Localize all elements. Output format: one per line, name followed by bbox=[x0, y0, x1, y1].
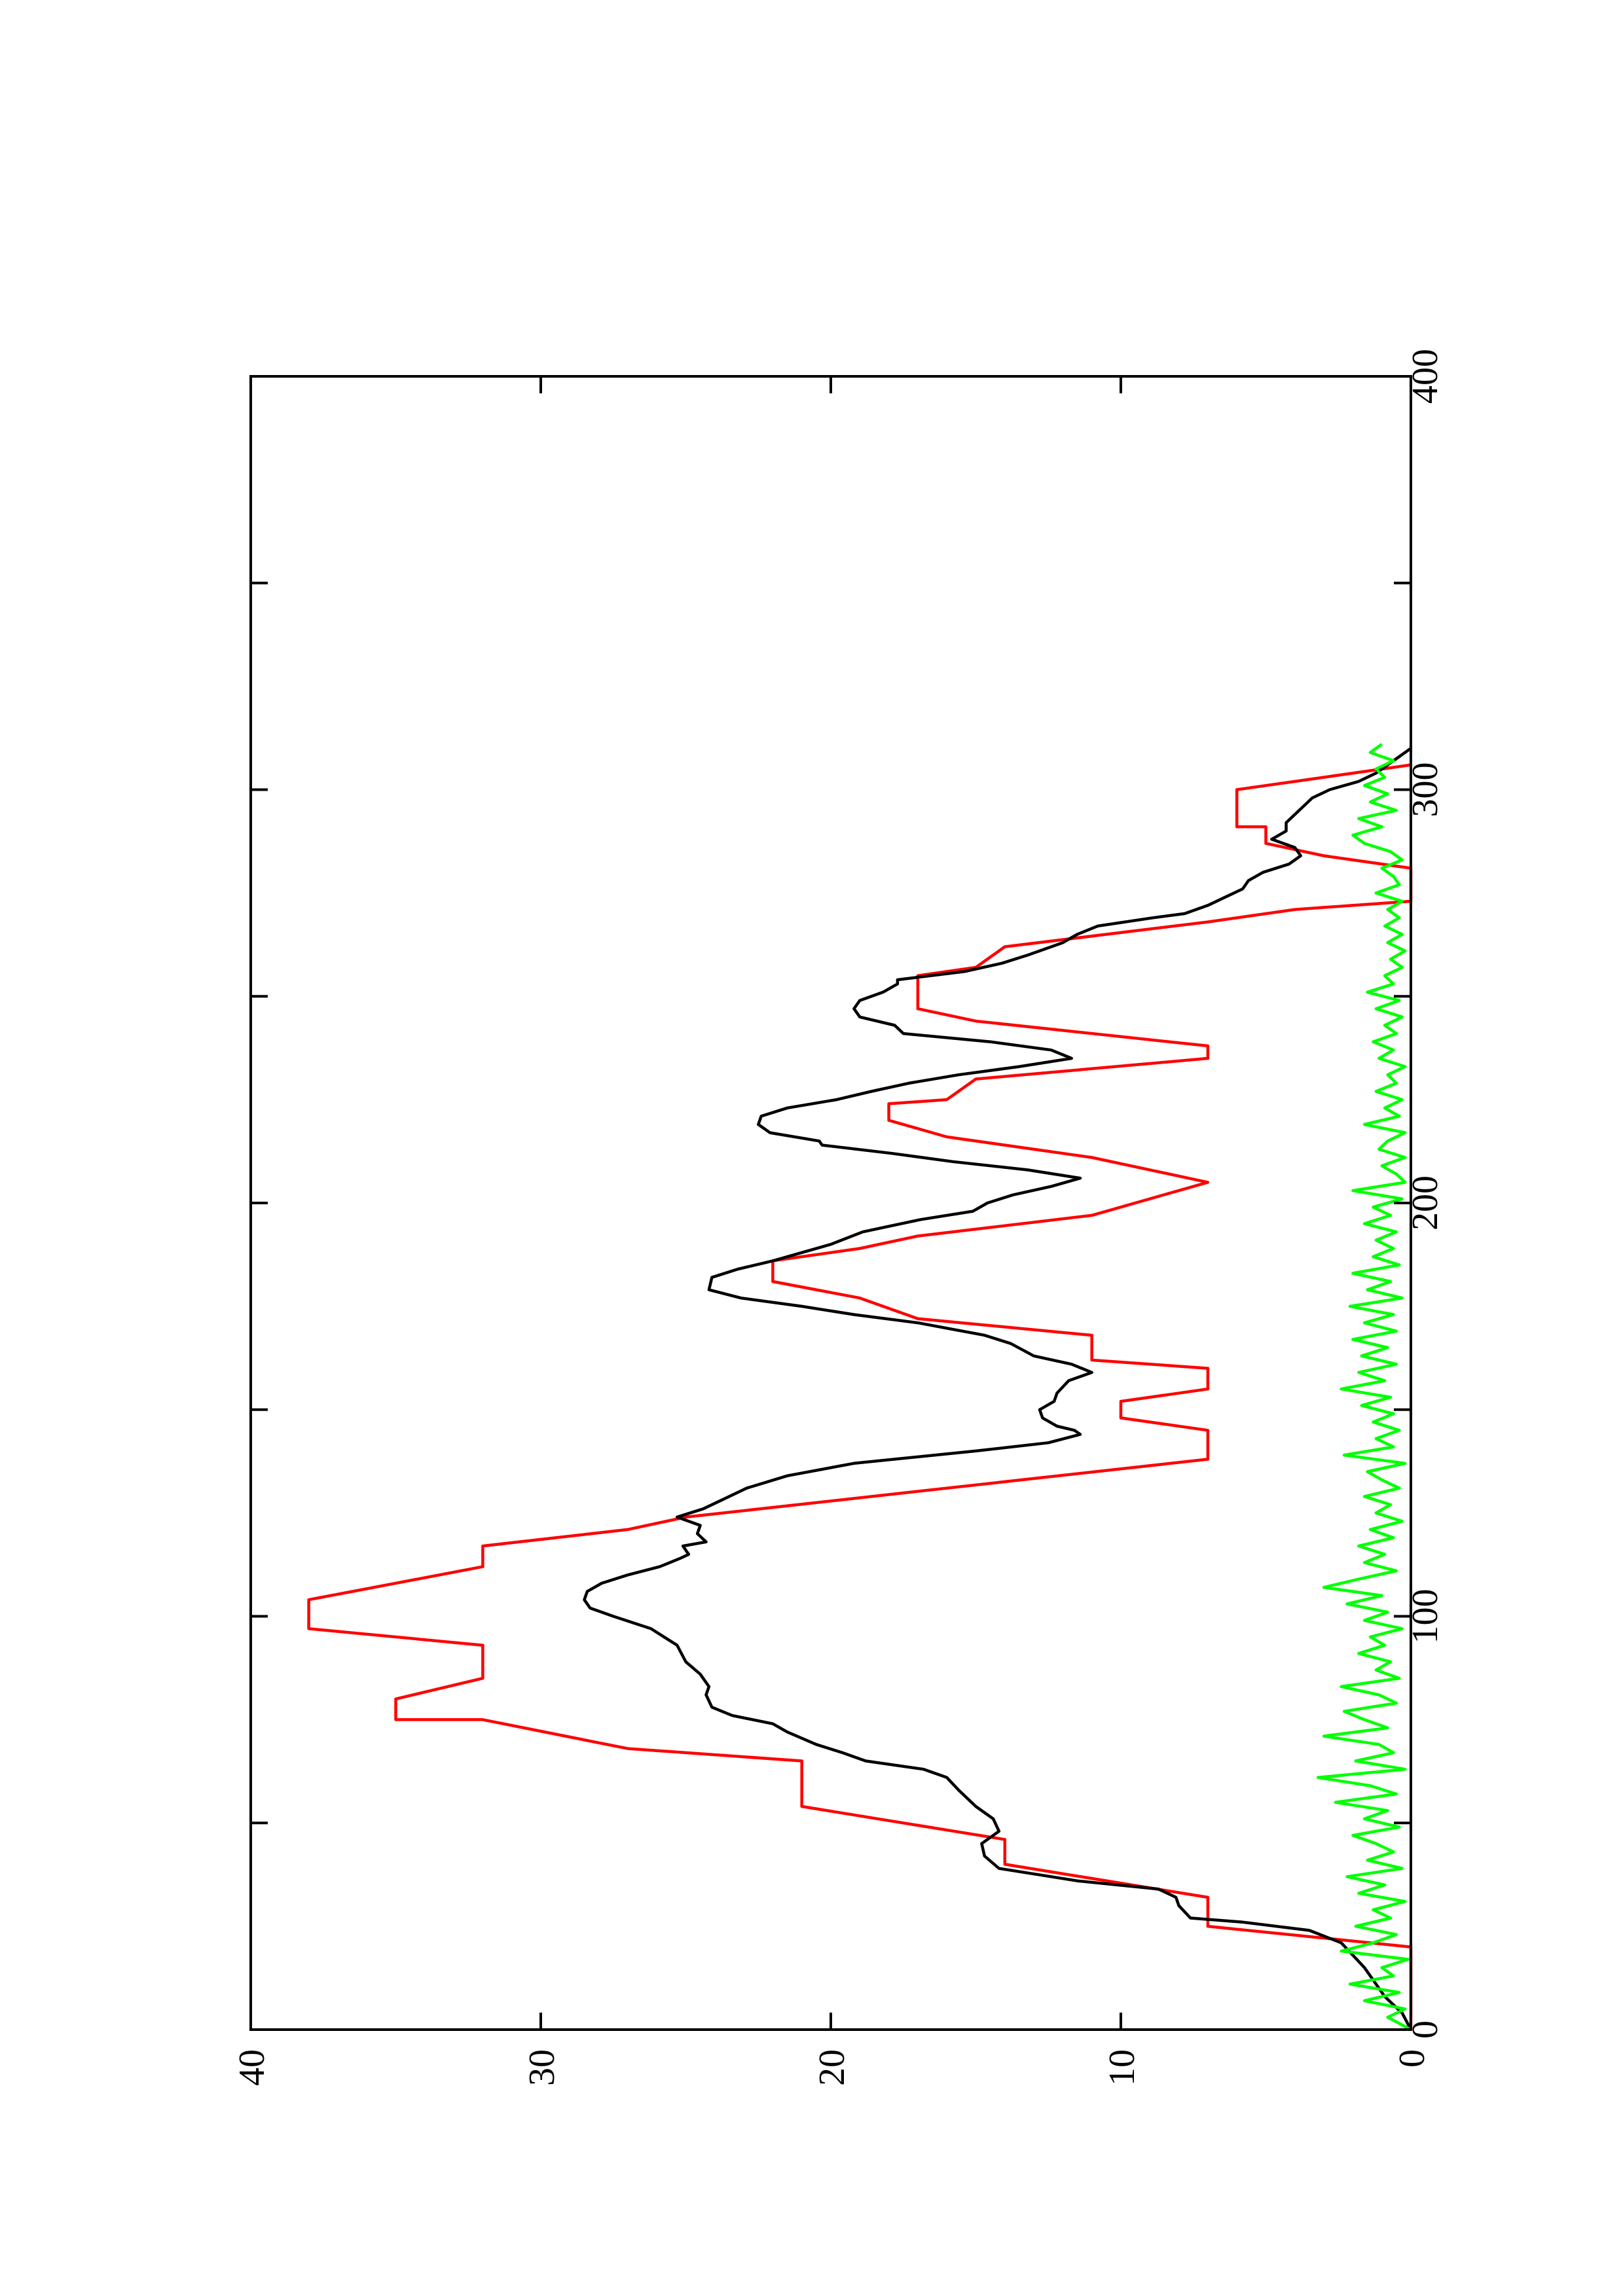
y-tick-label: 30 bbox=[522, 2049, 562, 2086]
x-tick-label: 400 bbox=[1405, 349, 1446, 404]
x-tick-label: 0 bbox=[1405, 2020, 1446, 2039]
y-tick-label: 40 bbox=[232, 2049, 272, 2086]
x-tick-label: 300 bbox=[1405, 762, 1446, 817]
plot-frame bbox=[249, 375, 1412, 2031]
tick-label-group: 0 100 200 300 400 0 10 20 30 40 bbox=[232, 349, 1446, 2086]
series-group bbox=[307, 743, 1413, 2031]
y-tick-label: 20 bbox=[812, 2049, 852, 2086]
x-tick-label: 100 bbox=[1405, 1589, 1446, 1644]
series-line-3 bbox=[1316, 743, 1412, 2031]
y-tick-label: 0 bbox=[1392, 2049, 1432, 2068]
tick-group bbox=[249, 375, 1412, 2031]
series-line-2 bbox=[583, 747, 1412, 2031]
y-tick-label: 10 bbox=[1102, 2049, 1142, 2086]
series-line-1 bbox=[307, 763, 1413, 2030]
x-tick-label: 200 bbox=[1405, 1175, 1446, 1230]
